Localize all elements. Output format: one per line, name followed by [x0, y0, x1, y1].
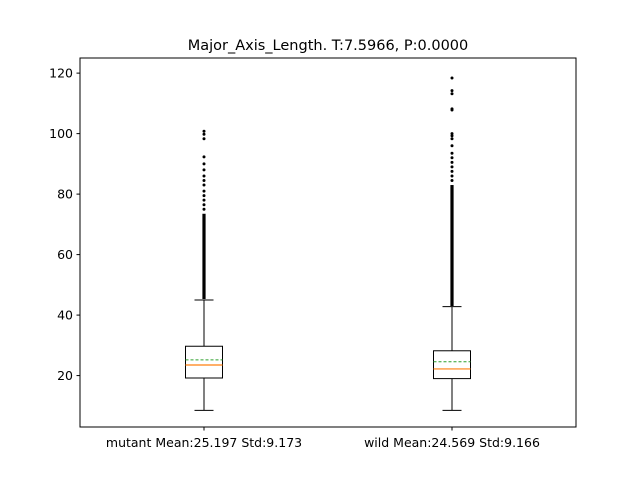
outlier-point [450, 144, 454, 148]
dense-outlier-band [450, 185, 454, 307]
outlier-point [450, 132, 454, 136]
outlier-point [450, 165, 454, 169]
box-group [185, 129, 223, 411]
outlier-point [202, 132, 206, 136]
outlier-point [202, 189, 206, 193]
y-tick-label: 40 [57, 308, 73, 323]
outlier-point [450, 178, 454, 182]
outlier-point [450, 160, 454, 164]
iqr-box [433, 350, 471, 380]
outlier-point [450, 156, 454, 160]
outlier-point [202, 183, 206, 187]
outlier-point [450, 174, 454, 178]
y-tick-label: 60 [57, 247, 73, 262]
outlier-point [450, 134, 454, 138]
outlier-point [202, 137, 206, 141]
y-axis: 20 40 60 80 100 120 [49, 66, 80, 383]
iqr-box [185, 345, 223, 379]
plot-frame [79, 57, 577, 428]
y-tick-label: 20 [57, 368, 73, 383]
outlier-point [202, 194, 206, 198]
y-tick-label: 100 [49, 126, 73, 141]
outlier-point [450, 151, 454, 155]
box-group [433, 76, 471, 411]
outlier-point [450, 89, 454, 93]
outlier-point [202, 168, 206, 172]
outlier-point [450, 92, 454, 96]
dense-outlier-band [202, 213, 206, 300]
y-tick-label: 120 [49, 66, 73, 81]
x-axis: mutant Mean:25.197 Std:9.173 wild Mean:24… [106, 427, 540, 450]
outlier-point [202, 162, 206, 166]
chart-title: Major_Axis_Length. T:7.5966, P:0.0000 [188, 38, 469, 54]
outlier-point [202, 155, 206, 159]
plot-marks [185, 76, 471, 411]
outlier-point [450, 76, 454, 80]
outlier-point [202, 207, 206, 211]
y-tick-label: 80 [57, 187, 73, 202]
outlier-point [450, 107, 454, 111]
outlier-point [202, 174, 206, 178]
x-tick-label: mutant Mean:25.197 Std:9.173 [106, 435, 302, 450]
outlier-point [450, 169, 454, 173]
outlier-point [202, 198, 206, 202]
outlier-point [202, 129, 206, 133]
x-tick-label: wild Mean:24.569 Std:9.166 [364, 435, 540, 450]
outlier-point [202, 203, 206, 207]
outlier-point [450, 137, 454, 141]
outlier-point [202, 178, 206, 182]
